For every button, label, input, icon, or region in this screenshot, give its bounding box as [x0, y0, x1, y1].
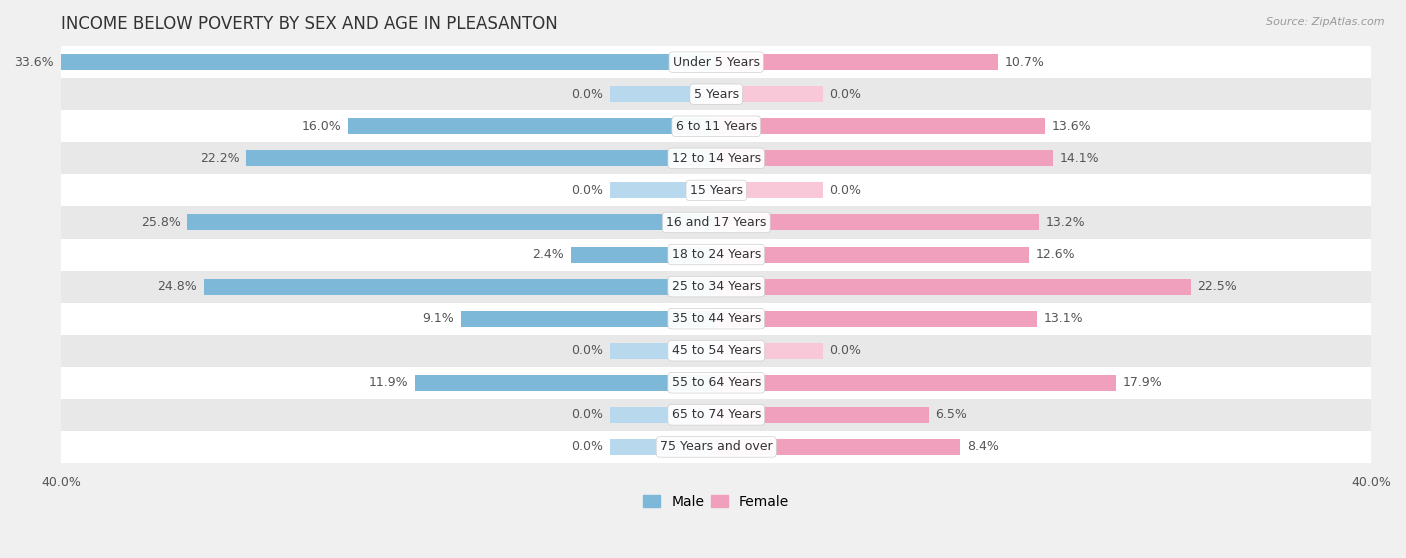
Text: 0.0%: 0.0% [830, 184, 862, 197]
Text: 0.0%: 0.0% [830, 88, 862, 100]
Text: 0.0%: 0.0% [571, 184, 603, 197]
Bar [823, 118, 1045, 134]
Bar [823, 54, 998, 70]
Text: 0.0%: 0.0% [571, 408, 603, 421]
Text: 33.6%: 33.6% [14, 56, 53, 69]
Bar [62, 399, 1371, 431]
Text: 13.6%: 13.6% [1052, 120, 1091, 133]
Bar [62, 46, 1371, 78]
Bar [823, 311, 1038, 326]
Bar [62, 302, 1371, 335]
Text: 8.4%: 8.4% [967, 440, 998, 454]
Bar [716, 118, 823, 134]
Bar [823, 214, 1039, 230]
Bar [823, 407, 929, 423]
Bar [204, 278, 610, 295]
Text: 18 to 24 Years: 18 to 24 Years [672, 248, 761, 261]
Text: 45 to 54 Years: 45 to 54 Years [672, 344, 761, 357]
Text: 65 to 74 Years: 65 to 74 Years [672, 408, 761, 421]
Text: 13.2%: 13.2% [1045, 216, 1085, 229]
Text: 0.0%: 0.0% [571, 88, 603, 100]
Bar [610, 182, 716, 199]
Text: 22.5%: 22.5% [1198, 280, 1237, 293]
Bar [60, 54, 610, 70]
Text: 2.4%: 2.4% [533, 248, 564, 261]
Bar [62, 78, 1371, 110]
Bar [716, 247, 823, 263]
Bar [62, 238, 1371, 271]
Text: 75 Years and over: 75 Years and over [659, 440, 772, 454]
Bar [62, 174, 1371, 206]
Bar [62, 271, 1371, 302]
Bar [610, 86, 716, 102]
Bar [823, 278, 1191, 295]
Text: Source: ZipAtlas.com: Source: ZipAtlas.com [1267, 17, 1385, 27]
Text: 12 to 14 Years: 12 to 14 Years [672, 152, 761, 165]
Text: 24.8%: 24.8% [157, 280, 197, 293]
Bar [62, 431, 1371, 463]
Bar [823, 247, 1029, 263]
Bar [716, 311, 823, 326]
Bar [610, 311, 716, 326]
Legend: Male, Female: Male, Female [638, 489, 794, 514]
Bar [610, 118, 716, 134]
Bar [716, 86, 823, 102]
Text: 10.7%: 10.7% [1004, 56, 1045, 69]
Text: 15 Years: 15 Years [690, 184, 742, 197]
Bar [610, 407, 716, 423]
Text: 35 to 44 Years: 35 to 44 Years [672, 312, 761, 325]
Bar [62, 110, 1371, 142]
Bar [823, 439, 960, 455]
Text: 17.9%: 17.9% [1122, 376, 1161, 389]
Bar [716, 439, 823, 455]
Bar [62, 206, 1371, 238]
Bar [716, 343, 823, 359]
Bar [823, 375, 1116, 391]
Text: 22.2%: 22.2% [200, 152, 240, 165]
Text: 14.1%: 14.1% [1060, 152, 1099, 165]
Bar [823, 150, 1053, 166]
Text: INCOME BELOW POVERTY BY SEX AND AGE IN PLEASANTON: INCOME BELOW POVERTY BY SEX AND AGE IN P… [62, 15, 558, 33]
Bar [716, 54, 823, 70]
Text: 11.9%: 11.9% [368, 376, 409, 389]
Bar [246, 150, 610, 166]
Text: 5 Years: 5 Years [693, 88, 738, 100]
Bar [187, 214, 610, 230]
Bar [610, 278, 716, 295]
Text: Under 5 Years: Under 5 Years [672, 56, 759, 69]
Text: 0.0%: 0.0% [571, 440, 603, 454]
Text: 13.1%: 13.1% [1043, 312, 1083, 325]
Bar [461, 311, 610, 326]
Text: 9.1%: 9.1% [423, 312, 454, 325]
Bar [415, 375, 610, 391]
Text: 25.8%: 25.8% [141, 216, 181, 229]
Text: 12.6%: 12.6% [1035, 248, 1076, 261]
Bar [716, 182, 823, 199]
Bar [610, 214, 716, 230]
Bar [610, 150, 716, 166]
Text: 0.0%: 0.0% [571, 344, 603, 357]
Bar [610, 343, 716, 359]
Text: 16.0%: 16.0% [302, 120, 342, 133]
Bar [716, 407, 823, 423]
Text: 16 and 17 Years: 16 and 17 Years [666, 216, 766, 229]
Text: 6 to 11 Years: 6 to 11 Years [676, 120, 756, 133]
Bar [716, 278, 823, 295]
Bar [716, 375, 823, 391]
Text: 0.0%: 0.0% [830, 344, 862, 357]
Bar [347, 118, 610, 134]
Text: 25 to 34 Years: 25 to 34 Years [672, 280, 761, 293]
Bar [62, 335, 1371, 367]
Bar [716, 150, 823, 166]
Bar [571, 247, 610, 263]
Bar [610, 439, 716, 455]
Text: 55 to 64 Years: 55 to 64 Years [672, 376, 761, 389]
Bar [610, 375, 716, 391]
Text: 6.5%: 6.5% [935, 408, 967, 421]
Bar [610, 54, 716, 70]
Bar [716, 214, 823, 230]
Bar [62, 367, 1371, 399]
Bar [610, 247, 716, 263]
Bar [62, 142, 1371, 174]
